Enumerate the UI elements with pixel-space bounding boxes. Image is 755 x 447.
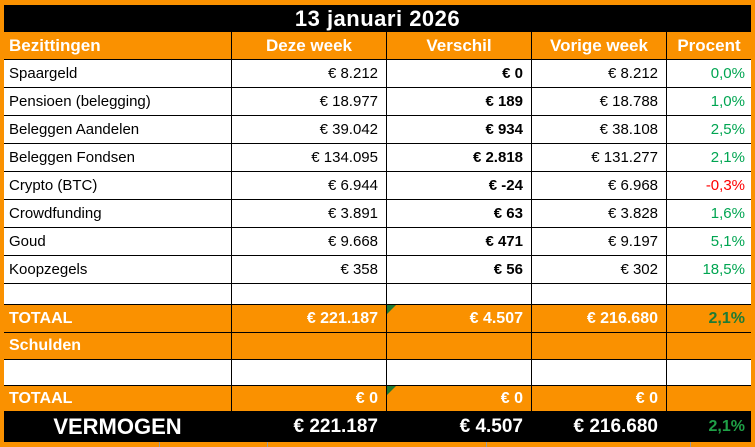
cell-deze-week: € 134.095	[232, 144, 387, 171]
cell-verschil: € 4.507	[387, 305, 532, 332]
cell-verschil: € 0	[387, 60, 532, 87]
cell-verschil: € 2.818	[387, 144, 532, 171]
sheet-gridline-tick	[267, 442, 268, 447]
cell-label: Koopzegels	[4, 256, 232, 283]
row-beleggen-fondsen: Beleggen Fondsen € 134.095 € 2.818 € 131…	[4, 144, 751, 172]
row-vermogen: VERMOGEN € 221.187 € 4.507 € 216.680 2,1…	[4, 412, 751, 442]
cell-label: TOTAAL	[4, 386, 232, 411]
cell-vorige-week: € 216.680	[532, 412, 667, 442]
cell-vorige-week: € 6.968	[532, 172, 667, 199]
cell-label: Crypto (BTC)	[4, 172, 232, 199]
report-date-title: 13 januari 2026	[4, 5, 751, 32]
header-verschil: Verschil	[387, 32, 532, 59]
cell-vorige-week: € 38.108	[532, 116, 667, 143]
spacer-row	[4, 360, 751, 386]
cell-label: Beleggen Fondsen	[4, 144, 232, 171]
header-vorige-week: Vorige week	[532, 32, 667, 59]
cell-procent: 2,5%	[710, 121, 745, 138]
cell-deze-week: € 221.187	[232, 412, 387, 442]
cell-procent: 2,1%	[708, 309, 745, 327]
cell-procent: 2,1%	[710, 149, 745, 166]
cell-verschil: € 0	[387, 386, 532, 411]
header-bezittingen: Bezittingen	[4, 32, 232, 59]
excel-error-triangle-icon	[387, 305, 396, 314]
cell-procent: 18,5%	[702, 261, 745, 278]
header-procent: Procent	[677, 35, 741, 55]
row-totaal-bezittingen: TOTAAL € 221.187 € 4.507 € 216.680 2,1%	[4, 305, 751, 333]
cell-verschil: € 63	[387, 200, 532, 227]
cell-procent: 0,0%	[710, 65, 745, 82]
cell-vorige-week: € 302	[532, 256, 667, 283]
cell-vorige-week: € 8.212	[532, 60, 667, 87]
report-date-text: 13 januari 2026	[294, 5, 461, 31]
sheet-gridline-tick	[159, 442, 160, 447]
sheet-gridline-tick	[486, 442, 487, 447]
row-totaal-schulden: TOTAAL € 0 € 0 € 0	[4, 386, 751, 412]
spacer-row	[4, 284, 751, 305]
row-crowdfunding: Crowdfunding € 3.891 € 63 € 3.828 1,6%	[4, 200, 751, 228]
excel-error-triangle-icon	[387, 386, 396, 395]
cell-deze-week: € 221.187	[232, 305, 387, 332]
cell-procent: 1,0%	[710, 93, 745, 110]
cell-procent: 5,1%	[710, 233, 745, 250]
cell-verschil: € 189	[387, 88, 532, 115]
cell-deze-week: € 9.668	[232, 228, 387, 255]
cell-verschil: € 56	[387, 256, 532, 283]
cell-label: Beleggen Aandelen	[4, 116, 232, 143]
row-schulden-section: Schulden	[4, 333, 751, 360]
row-koopzegels: Koopzegels € 358 € 56 € 302 18,5%	[4, 256, 751, 284]
cell-vorige-week: € 131.277	[532, 144, 667, 171]
cell-deze-week: € 358	[232, 256, 387, 283]
cell-label: TOTAAL	[4, 305, 232, 332]
cell-procent: 1,6%	[710, 205, 745, 222]
cell-procent: -0,3%	[705, 177, 745, 194]
row-goud: Goud € 9.668 € 471 € 9.197 5,1%	[4, 228, 751, 256]
header-deze-week: Deze week	[232, 32, 387, 59]
cell-label: Crowdfunding	[4, 200, 232, 227]
cell-deze-week: € 6.944	[232, 172, 387, 199]
table-header-row: Bezittingen Deze week Verschil Vorige we…	[4, 32, 751, 60]
cell-label: Goud	[4, 228, 232, 255]
cell-verschil: € 4.507	[387, 412, 532, 442]
cell-procent	[667, 386, 751, 411]
row-spaargeld: Spaargeld € 8.212 € 0 € 8.212 0,0%	[4, 60, 751, 88]
cell-vorige-week: € 0	[532, 386, 667, 411]
section-label: Schulden	[4, 333, 232, 359]
cell-deze-week: € 8.212	[232, 60, 387, 87]
row-beleggen-aandelen: Beleggen Aandelen € 39.042 € 934 € 38.10…	[4, 116, 751, 144]
cell-deze-week: € 18.977	[232, 88, 387, 115]
cell-deze-week: € 39.042	[232, 116, 387, 143]
row-pensioen: Pensioen (belegging) € 18.977 € 189 € 18…	[4, 88, 751, 116]
cell-vorige-week: € 9.197	[532, 228, 667, 255]
cell-verschil: € 934	[387, 116, 532, 143]
cell-vorige-week: € 216.680	[532, 305, 667, 332]
cell-vorige-week: € 3.828	[532, 200, 667, 227]
cell-verschil: € 471	[387, 228, 532, 255]
cell-deze-week: € 0	[232, 386, 387, 411]
cell-label: VERMOGEN	[4, 412, 232, 442]
row-crypto: Crypto (BTC) € 6.944 € -24 € 6.968 -0,3%	[4, 172, 751, 200]
sheet-gridline-tick	[690, 442, 691, 447]
cell-label: Pensioen (belegging)	[4, 88, 232, 115]
cell-label: Spaargeld	[4, 60, 232, 87]
cell-vorige-week: € 18.788	[532, 88, 667, 115]
cell-deze-week: € 3.891	[232, 200, 387, 227]
cell-verschil: € -24	[387, 172, 532, 199]
cell-procent: 2,1%	[708, 418, 745, 435]
